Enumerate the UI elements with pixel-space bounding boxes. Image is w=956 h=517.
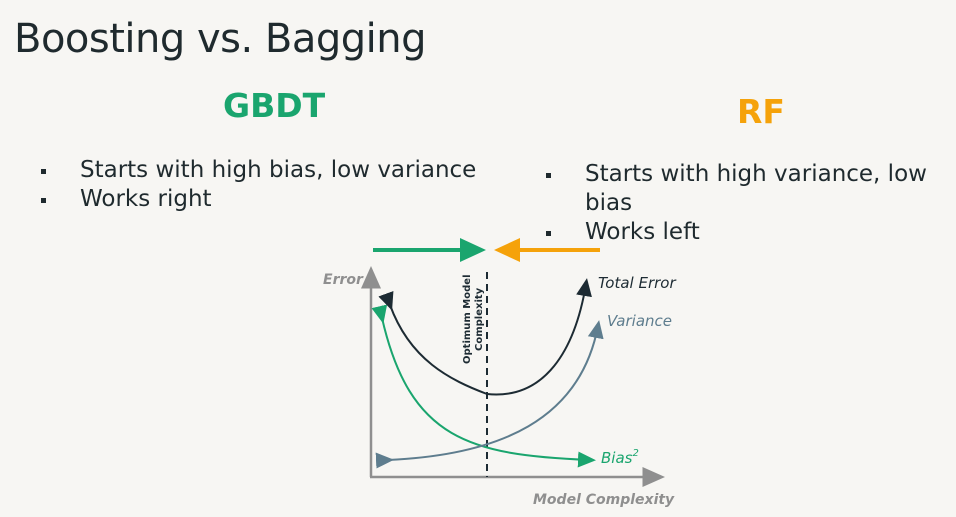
y-axis-label: Error [323, 272, 364, 288]
optimum-label: Optimum Model Complexity [462, 275, 485, 365]
rf-heading: RF [737, 92, 785, 131]
rf-bullet-2: Works left [543, 218, 948, 247]
optimum-label-line2: Complexity [474, 287, 485, 351]
gbdt-bullet-1: Starts with high bias, low variance [38, 156, 518, 185]
rf-bullet-1: Starts with high variance, low bias [543, 160, 948, 218]
optimum-label-line1: Optimum Model [462, 275, 473, 365]
gbdt-heading: GBDT [223, 86, 326, 125]
bias-label-text: Bias [601, 449, 633, 467]
rf-bullet-list: Starts with high variance, low bias Work… [543, 160, 948, 247]
variance-label: Variance [607, 312, 672, 330]
rf-direction-arrow [494, 238, 600, 262]
gbdt-bullet-list: Starts with high bias, low variance Work… [38, 156, 518, 214]
bias-label-superscript: 2 [632, 448, 638, 459]
total-error-curve [378, 278, 592, 396]
total-error-label: Total Error [598, 274, 676, 292]
gbdt-bullet-2: Works right [38, 185, 518, 214]
variance-curve [375, 320, 604, 469]
x-axis-label: Model Complexity [533, 492, 675, 508]
bias-label: Bias2 [601, 448, 639, 467]
slide-title: Boosting vs. Bagging [14, 16, 427, 62]
gbdt-direction-arrow [373, 238, 486, 262]
bias-curve [371, 304, 596, 468]
